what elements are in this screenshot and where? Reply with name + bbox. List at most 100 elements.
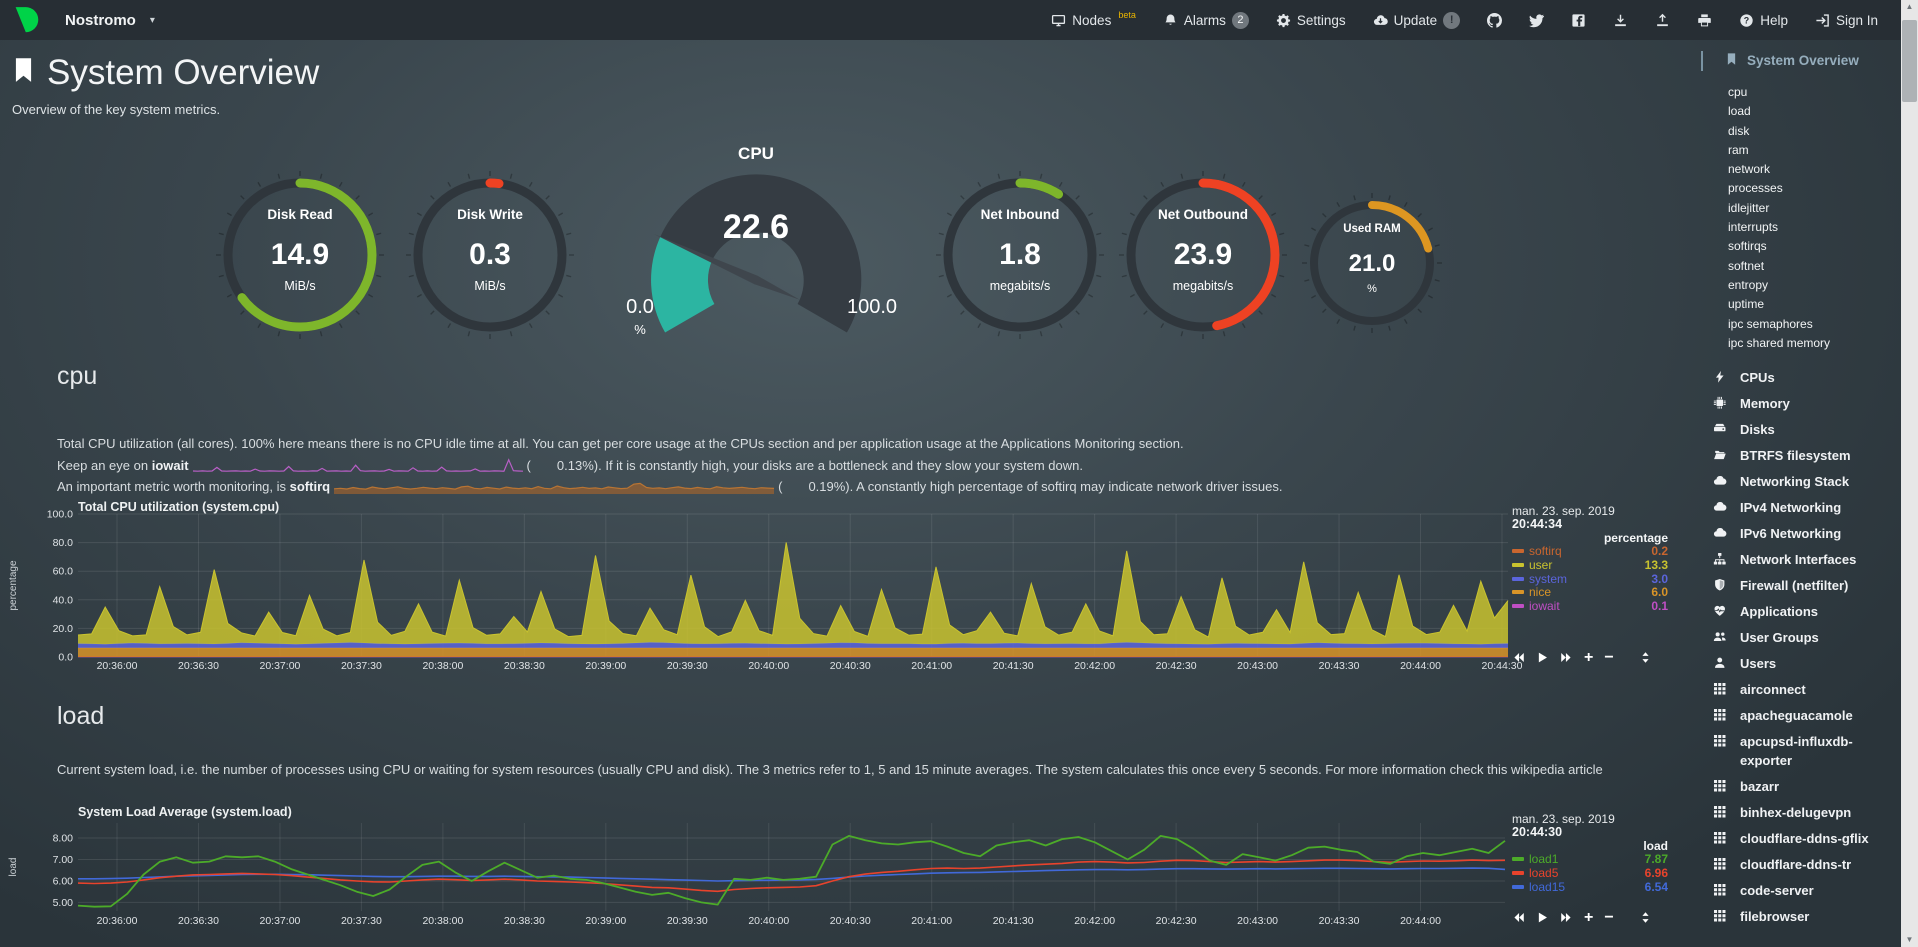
- sidebar-item-apacheguacamole[interactable]: apacheguacamole: [1700, 702, 1904, 728]
- sidebar-item-firewall-netfilter-[interactable]: Firewall (netfilter): [1700, 572, 1904, 598]
- update-button[interactable]: Update!: [1373, 11, 1461, 29]
- sidebar-subitem-entropy[interactable]: entropy: [1728, 277, 1769, 292]
- sidebar-item-code-server[interactable]: code-server: [1700, 877, 1904, 903]
- signin-button[interactable]: Sign In: [1815, 13, 1878, 28]
- sidebar-item-system-overview[interactable]: System Overview: [1700, 48, 1904, 73]
- legend-item-system[interactable]: system 3.0: [1512, 572, 1668, 587]
- sidebar-item-cpus[interactable]: CPUs: [1700, 364, 1904, 390]
- scrollbar-thumb[interactable]: [1902, 20, 1917, 102]
- sidebar-subitem-network[interactable]: network: [1728, 162, 1771, 177]
- play-button[interactable]: [1536, 651, 1549, 664]
- gauge-value: 22.6: [722, 208, 790, 246]
- pan-forward-button[interactable]: [1560, 911, 1573, 924]
- alarms-button[interactable]: Alarms 2: [1163, 11, 1249, 29]
- sidebar-subitem-idlejitter[interactable]: idlejitter: [1728, 200, 1770, 215]
- sidebar-subitem-ipc-shared-memory[interactable]: ipc shared memory: [1728, 335, 1831, 350]
- pan-forward-button[interactable]: [1560, 651, 1573, 664]
- pan-backward-button[interactable]: [1512, 911, 1525, 924]
- sidebar-item-filebrowser[interactable]: filebrowser: [1700, 903, 1904, 929]
- legend-item-load15[interactable]: load15 6.54: [1512, 880, 1668, 895]
- legend-item-load5[interactable]: load5 6.96: [1512, 865, 1668, 881]
- svg-text:?: ?: [1744, 15, 1749, 25]
- heartbeat-icon: [1713, 604, 1727, 618]
- print-button[interactable]: [1697, 13, 1712, 28]
- legend-item-load1[interactable]: load1 7.87: [1512, 852, 1668, 867]
- load-chart-plot[interactable]: 20:36:00 20:36:30 20:37:00 20:37:30 20:38:00…: [0, 803, 1700, 938]
- sidebar-item-ipv6-networking[interactable]: IPv6 Networking: [1700, 520, 1904, 546]
- sidebar-subitem-uptime[interactable]: uptime: [1728, 297, 1765, 312]
- sidebar-item-disks[interactable]: Disks: [1700, 416, 1904, 442]
- legend-series-value: 6.0: [1651, 585, 1668, 600]
- sidebar-subitem-disk[interactable]: disk: [1728, 123, 1750, 138]
- sidebar-item-btrfs-filesystem[interactable]: BTRFS filesystem: [1700, 442, 1904, 468]
- legend-series-name: load5: [1529, 865, 1559, 880]
- sidebar-item-users[interactable]: Users: [1700, 650, 1904, 676]
- sidebar-item-cloudflare-ddns-gflix[interactable]: cloudflare-ddns-gflix: [1700, 825, 1904, 851]
- x-tick-label: 20:41:00: [911, 660, 952, 672]
- sidebar-subitem-ipc-semaphores[interactable]: ipc semaphores: [1728, 316, 1813, 331]
- sidebar-subitem-cpu[interactable]: cpu: [1728, 85, 1748, 99]
- sidebar-item-network-interfaces[interactable]: Network Interfaces: [1700, 546, 1904, 572]
- sidebar-item-networking-stack[interactable]: Networking Stack: [1700, 468, 1904, 494]
- sidebar-item-memory[interactable]: Memory: [1700, 390, 1904, 416]
- bookmark-icon: [10, 52, 37, 93]
- scrollbar-down-arrow-icon[interactable]: ▼: [1905, 935, 1914, 944]
- gauge-cpu[interactable]: CPU 22.6 0.0 100.0%: [581, 130, 931, 345]
- sidebar-item-airconnect[interactable]: airconnect: [1700, 676, 1904, 702]
- twitter-button[interactable]: [1529, 13, 1545, 28]
- gauge-net-inbound[interactable]: Net Inbound 1.8 megabits/s: [920, 150, 1120, 360]
- zoom-in-button[interactable]: +: [1584, 649, 1594, 666]
- sidebar-subitem-processes[interactable]: processes: [1728, 181, 1783, 196]
- github-button[interactable]: [1487, 12, 1503, 28]
- legend-item-iowait[interactable]: iowait 0.1: [1512, 599, 1668, 614]
- load-chart-title: System Load Average (system.load): [78, 805, 292, 819]
- sidebar-item-apcupsd-influxdb-exporter[interactable]: apcupsd-influxdb-exporter: [1700, 728, 1904, 773]
- gauge-used-ram[interactable]: Used RAM 21.0%: [1292, 178, 1452, 348]
- pan-backward-button[interactable]: [1512, 651, 1525, 664]
- sidebar-subitem-load[interactable]: load: [1728, 104, 1751, 119]
- update-badge: !: [1443, 11, 1461, 29]
- netdata-logo-icon[interactable]: [12, 5, 41, 35]
- sidebar-item-cloudflare-ddns-tr[interactable]: cloudflare-ddns-tr: [1700, 851, 1904, 877]
- scrollbar-up-arrow-icon[interactable]: ▲: [1905, 2, 1914, 11]
- sidebar-item-ipv4-networking[interactable]: IPv4 Networking: [1700, 494, 1904, 520]
- sidebar-subitem-ram[interactable]: ram: [1728, 142, 1749, 157]
- gauge-disk-read[interactable]: Disk Read 14.9 MiB/s: [200, 150, 400, 360]
- sidebar-subitem-softirqs[interactable]: softirqs: [1728, 239, 1767, 254]
- hostname-caret-icon[interactable]: ▾: [149, 14, 155, 26]
- softirq-sparkline[interactable]: [334, 479, 775, 494]
- download-button[interactable]: [1613, 13, 1628, 28]
- upload-button[interactable]: [1655, 13, 1670, 28]
- cpu-chart-plot[interactable]: 20:36:00 20:36:30 20:37:00 20:37:30 20:38:00…: [0, 498, 1700, 680]
- sidebar-item-user-groups[interactable]: User Groups: [1700, 624, 1904, 650]
- legend-time: 20:44:30: [1512, 825, 1563, 839]
- zoom-out-button[interactable]: −: [1604, 649, 1614, 666]
- sidebar-subitem-softnet[interactable]: softnet: [1728, 258, 1765, 273]
- iowait-sparkline[interactable]: [192, 457, 523, 473]
- gauge-net-outbound[interactable]: Net Outbound 23.9 megabits/s: [1103, 150, 1303, 360]
- x-tick-label: 20:36:30: [178, 915, 219, 927]
- help-button[interactable]: ? Help: [1739, 13, 1788, 28]
- legend-item-nice[interactable]: nice 6.0: [1512, 585, 1668, 600]
- resize-handle-button[interactable]: [1639, 911, 1652, 924]
- gear-icon: [1276, 13, 1291, 28]
- settings-button[interactable]: Settings: [1276, 13, 1346, 28]
- resize-handle-button[interactable]: [1639, 651, 1652, 664]
- page-scrollbar[interactable]: ▲ ▼: [1901, 0, 1918, 947]
- hostname[interactable]: Nostromo: [65, 11, 136, 29]
- sidebar-item-binhex-delugevpn[interactable]: binhex-delugevpn: [1700, 799, 1904, 825]
- legend-item-user[interactable]: user 13.3: [1512, 558, 1668, 573]
- gauge-disk-write[interactable]: Disk Write 0.3 MiB/s: [390, 150, 590, 360]
- legend-item-softirq[interactable]: softirq 0.2: [1512, 544, 1668, 559]
- sidebar-item-label: cloudflare-ddns-gflix: [1740, 830, 1869, 846]
- facebook-button[interactable]: [1571, 13, 1586, 28]
- sidebar-item-applications[interactable]: Applications: [1700, 598, 1904, 624]
- sidebar-subitem-interrupts[interactable]: interrupts: [1728, 220, 1779, 235]
- nodes-button[interactable]: Nodes beta: [1051, 10, 1136, 28]
- wikipedia-link[interactable]: wikipedia article: [1510, 762, 1603, 777]
- sidebar-item-bazarr[interactable]: bazarr: [1700, 773, 1904, 799]
- y-tick-label: 5.00: [53, 897, 74, 909]
- zoom-out-button[interactable]: −: [1604, 909, 1614, 926]
- play-button[interactable]: [1536, 911, 1549, 924]
- zoom-in-button[interactable]: +: [1584, 909, 1594, 926]
